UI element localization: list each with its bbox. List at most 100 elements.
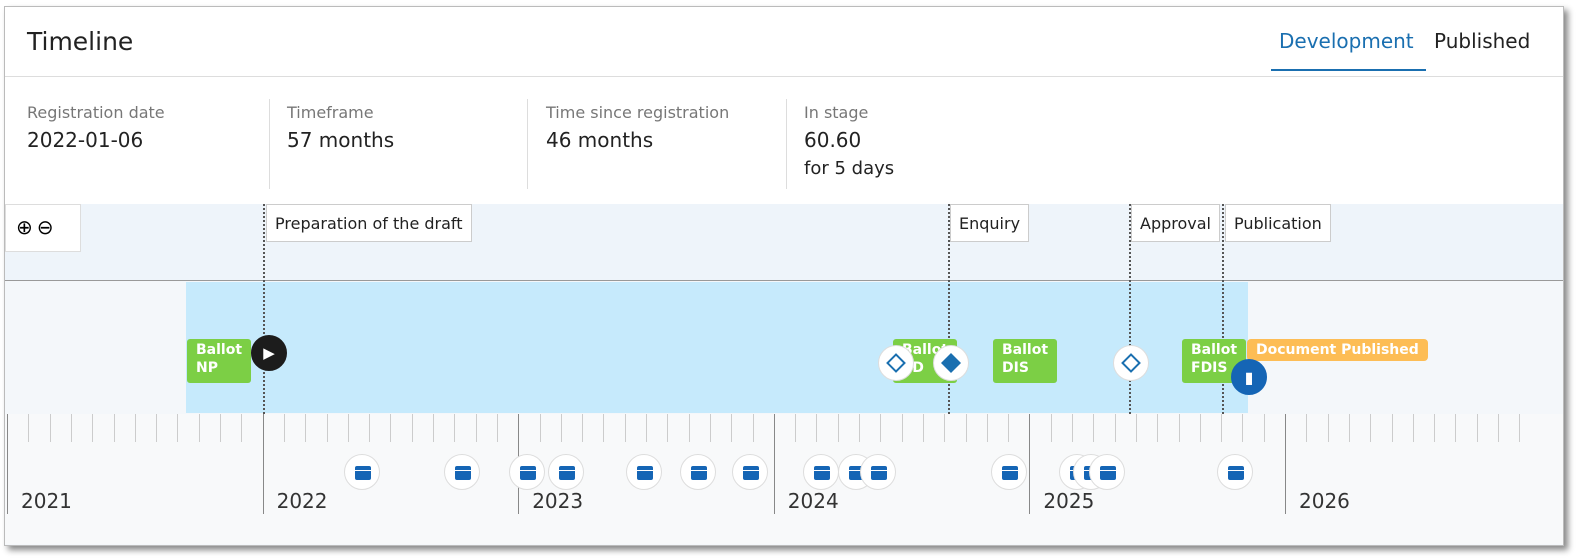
stat-sub: for 5 days [804,158,895,179]
month-tick [731,414,733,442]
month-tick [837,414,839,442]
zoom-in-icon[interactable]: ⊕ [16,215,33,239]
month-tick [1093,414,1095,442]
month-tick [816,414,818,442]
stage-publication[interactable]: Publication [1225,204,1331,242]
month-tick [688,414,690,442]
calendar-event-icon[interactable] [1089,454,1125,490]
calendar-event-icon[interactable] [1217,454,1253,490]
stat-value: 2022-01-06 [27,128,144,152]
month-tick [198,414,200,442]
calendar-event-icon[interactable] [803,454,839,490]
month-tick [1050,414,1052,442]
stats-bar: Registration date 2022-01-06 Timeframe 57 … [5,77,1563,204]
year-tick [7,414,8,514]
zoom-out-icon[interactable]: ⊖ [36,215,54,239]
timeline-chart[interactable]: ⊕ ⊖ Preparation of the draft Enquiry Appr… [5,204,1563,545]
year-label: 2023 [532,489,584,513]
month-tick [475,414,477,442]
month-tick [326,414,328,442]
calendar-event-icon[interactable] [509,454,545,490]
play-icon[interactable]: ▶ [251,335,287,371]
month-tick [347,414,349,442]
year-tick [1029,414,1031,514]
stat-label: In stage [804,103,869,122]
month-tick [177,414,179,442]
stat-time-since: Time since registration 46 months [546,103,729,152]
tab-development[interactable]: Development [1279,29,1414,53]
month-tick [156,414,158,442]
month-tick [134,414,136,442]
month-tick [369,414,371,442]
month-tick [1178,414,1180,442]
ballot-type: FDIS [1191,360,1228,376]
stat-value: 60.60 [804,128,862,152]
calendar-event-icon[interactable] [626,454,662,490]
document-published-badge[interactable]: Document Published [1247,339,1428,361]
month-tick [1412,414,1414,442]
month-tick [560,414,562,442]
ballot-label: Ballot [1002,342,1049,358]
ballot-dis[interactable]: Ballot DIS [993,339,1058,383]
month-tick [1455,414,1457,442]
month-tick [70,414,72,442]
calendar-event-icon[interactable] [732,454,768,490]
month-tick [624,414,626,442]
month-tick [92,414,94,442]
month-tick [901,414,903,442]
milestone-diamond-icon[interactable] [1113,345,1149,381]
month-tick [1519,414,1521,442]
timeline-panel: Timeline Development Published Registrat… [4,6,1564,546]
stat-timeframe: Timeframe 57 months [287,103,394,152]
calendar-event-icon[interactable] [680,454,716,490]
month-tick [539,414,541,442]
divider [269,99,270,189]
month-tick [1263,414,1265,442]
calendar-event-icon[interactable] [860,454,896,490]
tab-published[interactable]: Published [1434,29,1531,53]
current-milestone-diamond-icon[interactable] [933,345,969,381]
calendar-event-icon[interactable] [548,454,584,490]
divider [527,99,528,189]
month-tick [603,414,605,442]
month-tick [582,414,584,442]
month-tick [283,414,285,442]
month-tick [1476,414,1478,442]
ballot-label: Ballot [196,342,243,358]
month-tick [113,414,115,442]
month-tick [880,414,882,442]
calendar-event-icon[interactable] [991,454,1027,490]
stat-value: 57 months [287,128,395,152]
month-tick [1114,414,1116,442]
stage-preparation[interactable]: Preparation of the draft [266,204,472,242]
stage-approval[interactable]: Approval [1131,204,1220,242]
stat-label: Time since registration [546,103,730,122]
time-axis: 2021 2022 2023 2024 2025 2026 [5,414,1563,544]
month-tick [1306,414,1308,442]
stat-in-stage: In stage 60.60 for 5 days [804,103,894,179]
document-icon[interactable]: ▮ [1231,359,1267,395]
year-label: 2024 [787,489,839,513]
month-tick [305,414,307,442]
year-label: 2026 [1299,489,1350,513]
month-tick [1498,414,1499,442]
year-tick [1285,414,1286,514]
month-tick [752,414,754,442]
month-tick [1391,414,1393,442]
milestone-diamond-icon[interactable] [878,345,914,381]
year-label: 2022 [276,489,328,513]
stage-enquiry[interactable]: Enquiry [950,204,1030,242]
ballot-np[interactable]: Ballot NP [187,339,252,383]
calendar-event-icon[interactable] [444,454,480,490]
month-tick [1135,414,1137,442]
year-tick [262,414,264,514]
calendar-event-icon[interactable] [344,454,380,490]
month-tick [49,414,51,442]
year-label: 2021 [21,489,72,513]
stat-value: 46 months [546,128,654,152]
divider [786,99,787,189]
header: Timeline Development Published [5,7,1563,77]
stat-label: Registration date [27,103,165,122]
ballot-type: NP [196,360,218,376]
stage-marker-line [1129,204,1131,414]
